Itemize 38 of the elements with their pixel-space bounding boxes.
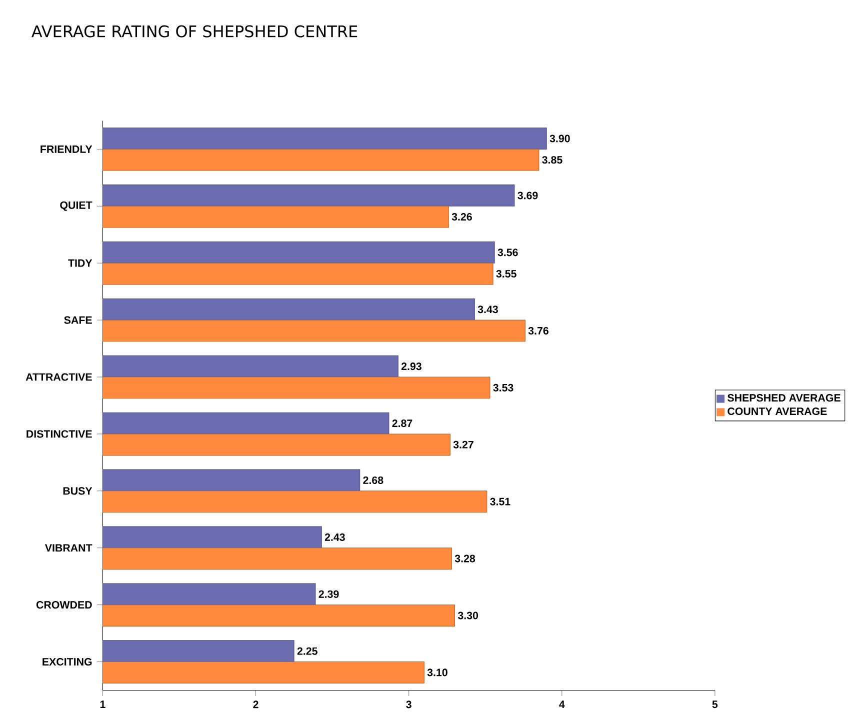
data-label: 2.25 <box>297 647 318 655</box>
data-label: 3.90 <box>550 134 570 142</box>
data-label: 3.27 <box>453 440 474 448</box>
data-label: 3.26 <box>452 212 472 220</box>
legend-label: SHEPSHED AVERAGE <box>728 394 840 402</box>
data-label: 3.53 <box>493 384 514 392</box>
y-tick-label: TIDY <box>68 259 92 267</box>
data-label: 2.43 <box>324 533 345 541</box>
data-label: 3.43 <box>478 305 498 314</box>
chart-title: AVERAGE RATING OF SHEPSHED CENTRE <box>32 25 358 38</box>
x-tick-label: 5 <box>712 700 718 708</box>
y-tick-label: SAFE <box>64 316 92 324</box>
data-label: 3.56 <box>498 248 518 256</box>
x-tick-label: 3 <box>406 700 412 708</box>
legend-label: COUNTY AVERAGE <box>728 407 827 415</box>
data-label: 2.87 <box>392 419 412 427</box>
x-tick-label: 2 <box>253 700 258 708</box>
data-label: 3.28 <box>454 554 476 562</box>
y-tick-label: EXCITING <box>42 658 92 666</box>
data-label: 2.93 <box>401 362 422 370</box>
y-tick-label: DISTINCTIVE <box>26 430 92 438</box>
y-tick-label: QUIET <box>60 201 92 211</box>
data-label: 2.39 <box>318 590 339 598</box>
y-tick-label: ATTRACTIVE <box>26 373 92 381</box>
y-tick-label: VIBRANT <box>44 544 92 552</box>
y-tick-label: BUSY <box>63 487 92 495</box>
data-label: 3.69 <box>518 192 538 200</box>
y-tick-label: CROWDED <box>36 600 92 608</box>
x-tick-label: 1 <box>100 700 106 708</box>
data-label: 2.68 <box>363 476 384 484</box>
y-tick-label: FRIENDLY <box>40 145 92 153</box>
x-tick-label: 4 <box>559 700 565 708</box>
data-label: 3.76 <box>528 326 548 334</box>
data-label: 3.10 <box>427 668 448 676</box>
data-label: 3.55 <box>496 270 516 278</box>
data-label: 3.51 <box>490 498 510 506</box>
data-label: 3.85 <box>542 156 562 164</box>
data-label: 3.30 <box>458 612 478 620</box>
